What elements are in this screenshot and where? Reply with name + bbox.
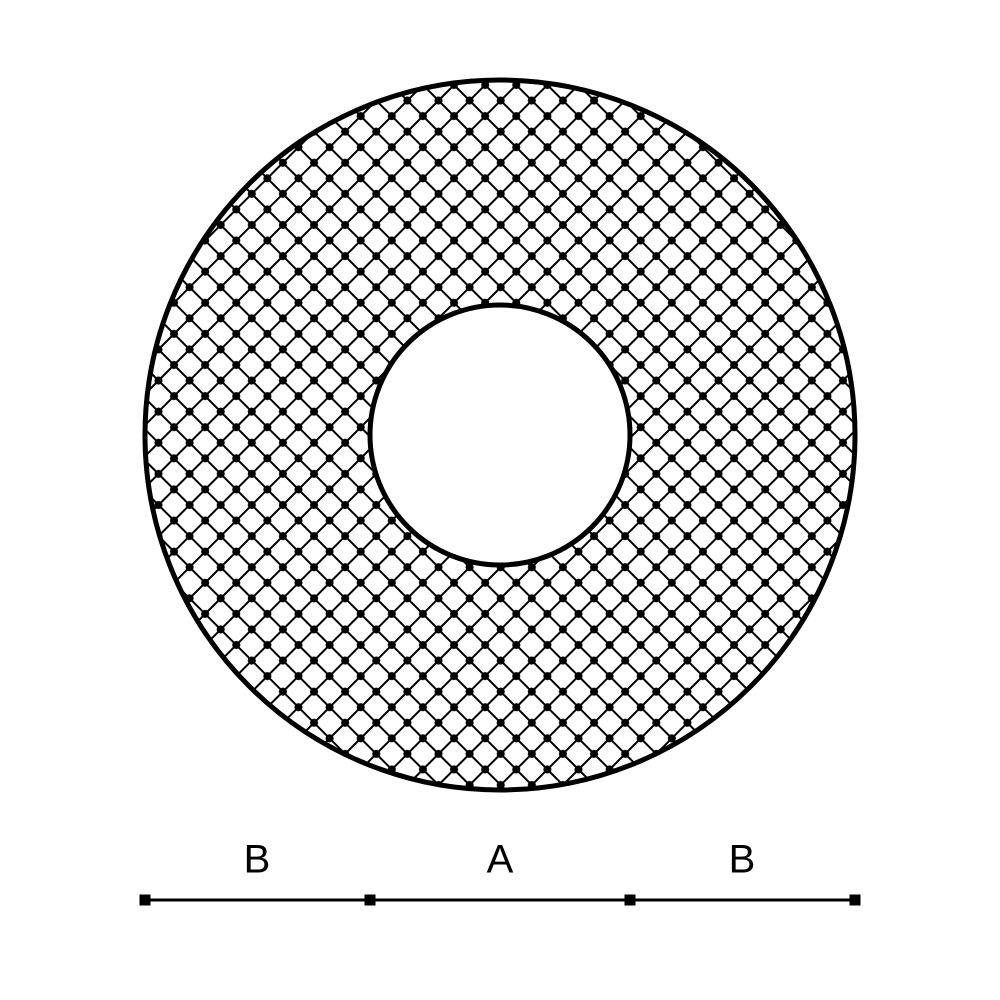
dimension-label-b-right: B <box>729 838 756 883</box>
diagram-container: B A B <box>0 0 1000 1000</box>
dimension-label-b-left: B <box>244 838 271 883</box>
dimension-label-a: A <box>487 838 514 883</box>
